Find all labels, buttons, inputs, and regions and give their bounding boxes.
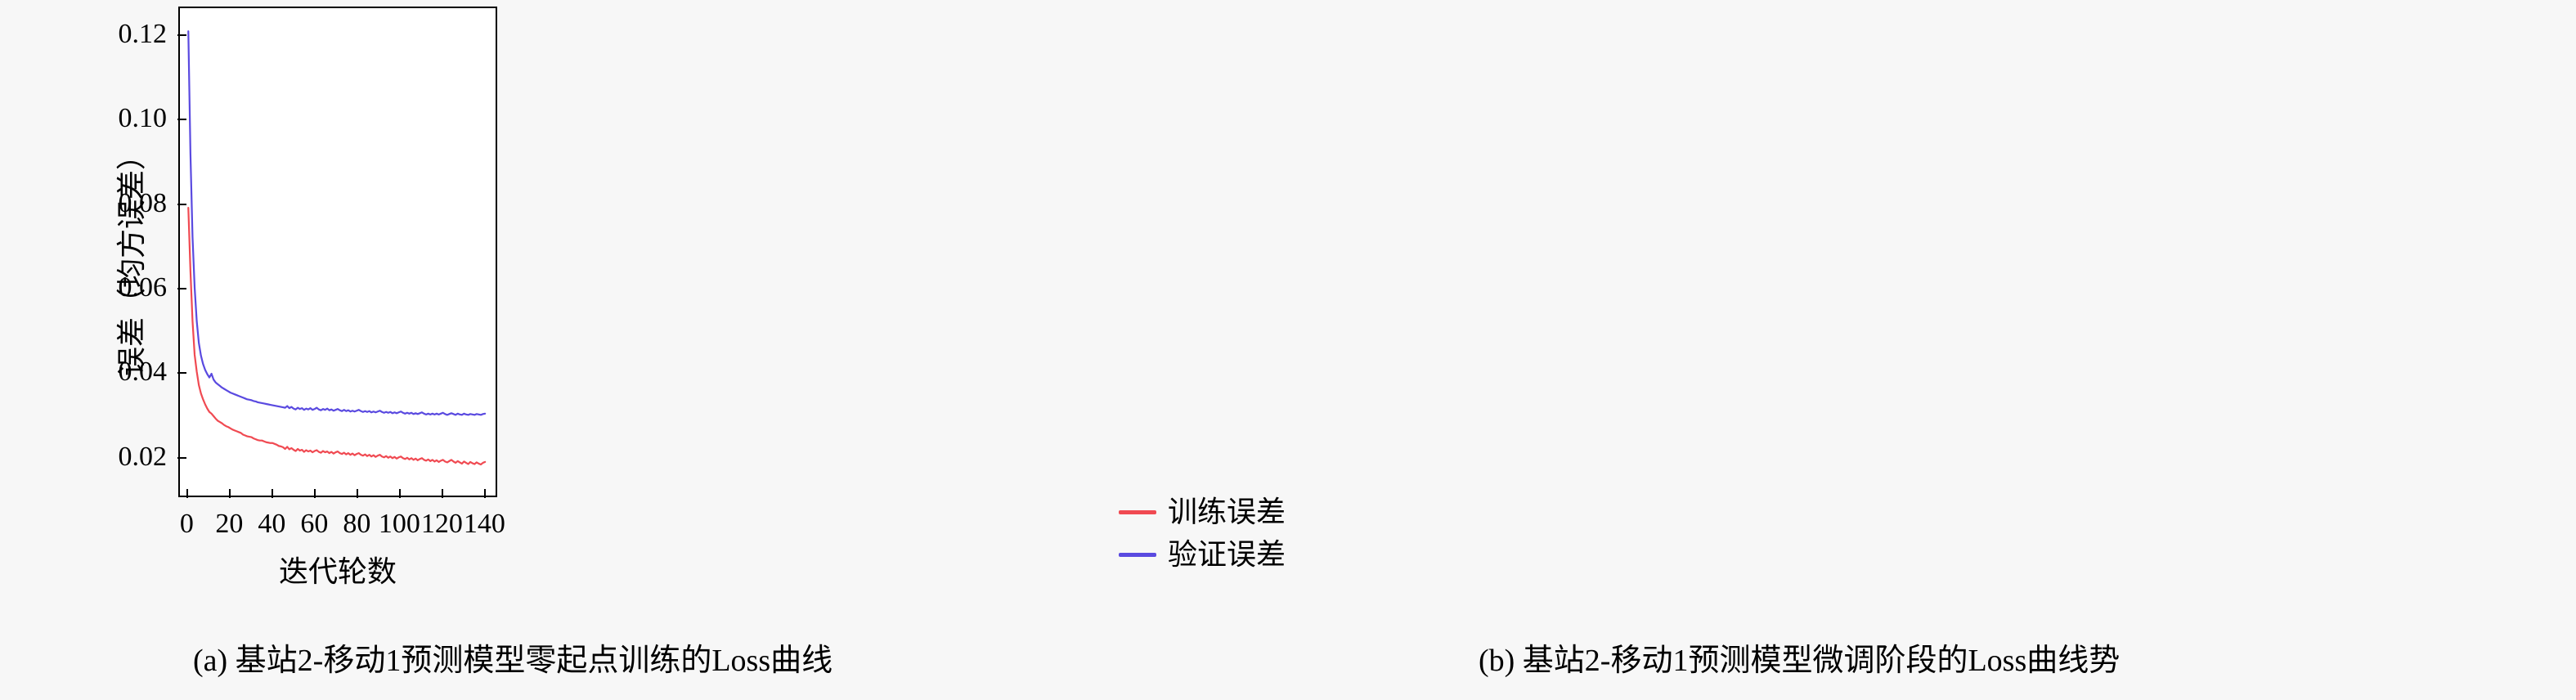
x-tick-label: 140 bbox=[463, 509, 505, 539]
legend-line-icon-train bbox=[1119, 509, 1156, 514]
plot-area-a: 0.02 0.04 0.06 0.08 0.10 0.12 0 20 40 60 80 100 120… bbox=[115, 7, 505, 588]
line-chart-a bbox=[180, 8, 496, 496]
panel-b: 0.0150.0200.0250.0300.0350.040 051015202… bbox=[1288, 0, 2576, 700]
x-tick-label: 120 bbox=[420, 509, 463, 539]
x-tick-mark bbox=[314, 489, 316, 498]
x-tick-mark bbox=[484, 489, 487, 498]
legend-line-icon-val bbox=[1119, 552, 1156, 557]
y-tick-mark bbox=[177, 34, 186, 36]
y-tick-label: 0.12 bbox=[118, 18, 168, 49]
axes-box-a bbox=[178, 7, 497, 497]
y-tick-mark bbox=[177, 287, 186, 289]
legend-label-val: 验证误差 bbox=[1168, 538, 1286, 571]
x-tick-label: 0 bbox=[179, 509, 194, 539]
y-tick-mark bbox=[177, 203, 186, 205]
x-tick-label: 100 bbox=[378, 509, 420, 539]
y-tick-label: 0.04 bbox=[118, 357, 168, 388]
x-tick-label: 20 bbox=[215, 509, 244, 539]
y-tick-label: 0.08 bbox=[118, 187, 168, 218]
legend-label-train: 训练误差 bbox=[1168, 496, 1286, 528]
x-tick-label: 60 bbox=[300, 509, 329, 539]
y-tick-label: 0.02 bbox=[118, 441, 168, 472]
caption-b: (b) 基站2-移动1预测模型微调阶段的Loss曲线势 bbox=[1479, 644, 2120, 678]
x-axis-title-a: 迭代轮数 bbox=[278, 555, 397, 588]
x-tick-mark bbox=[357, 489, 359, 498]
series-line-train bbox=[188, 208, 485, 464]
y-axis-title-a: 误差（均方误差） bbox=[115, 141, 148, 377]
y-tick-mark bbox=[177, 372, 186, 375]
x-tick-mark bbox=[229, 489, 231, 498]
y-tick-label: 0.10 bbox=[118, 103, 168, 134]
legend-item-val: 验证误差 bbox=[1119, 533, 1286, 576]
legend: 训练误差 验证误差 bbox=[1119, 491, 1286, 576]
caption-a: (a) 基站2-移动1预测模型零起点训练的Loss曲线 bbox=[193, 644, 833, 678]
series-line-val bbox=[188, 31, 485, 415]
legend-item-train: 训练误差 bbox=[1119, 491, 1286, 533]
y-tick-mark bbox=[177, 456, 186, 459]
y-tick-mark bbox=[177, 119, 186, 121]
x-tick-mark bbox=[186, 489, 189, 498]
x-tick-mark bbox=[272, 489, 274, 498]
x-tick-label: 80 bbox=[343, 509, 371, 539]
x-tick-mark bbox=[442, 489, 444, 498]
x-tick-label: 40 bbox=[258, 509, 286, 539]
x-tick-mark bbox=[399, 489, 402, 498]
y-tick-label: 0.06 bbox=[118, 271, 168, 303]
panel-a: 0.02 0.04 0.06 0.08 0.10 0.12 0 20 40 60 80 100 120… bbox=[115, 7, 505, 588]
